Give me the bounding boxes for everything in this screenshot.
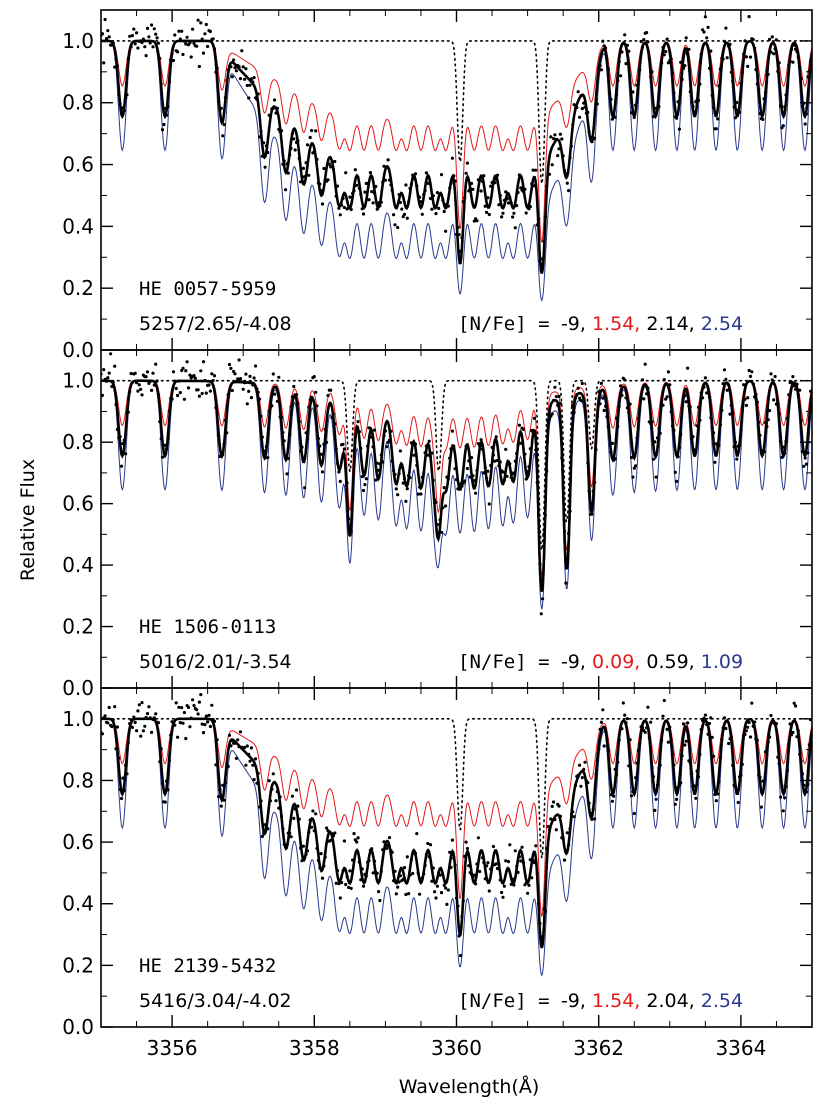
model-line-low xyxy=(101,718,812,917)
star-name: HE 2139-5432 xyxy=(139,955,276,977)
nfe-value: -9, xyxy=(561,990,592,1012)
y-tick-label: 1.0 xyxy=(62,707,94,731)
observed-points xyxy=(101,693,812,958)
nfe-value: 1.54, xyxy=(592,313,646,335)
observed-points xyxy=(101,352,812,616)
nfe-legend: [N/Fe] = -9, 0.09, 0.59, 1.09 xyxy=(458,651,743,673)
model-line-low xyxy=(101,40,812,243)
y-axis-title: Relative Flux xyxy=(17,459,39,581)
y-tick-label: 1.0 xyxy=(62,369,94,393)
y-tick-label: 0.6 xyxy=(62,492,94,516)
y-tick-label: 0.0 xyxy=(62,338,94,362)
y-tick-label: 0.2 xyxy=(62,276,94,300)
x-tick-label: 3360 xyxy=(431,1036,482,1060)
y-tick-label: 0.6 xyxy=(62,153,94,177)
spectrum-panel: 0.0 0.2 0.4 0.6 0.8 1.0 HE 0057-5959 5257/2.65/… xyxy=(62,9,813,362)
x-tick-label: 3356 xyxy=(147,1036,198,1060)
y-tick-label: 0.4 xyxy=(62,553,94,577)
y-tick-label: 0.8 xyxy=(62,768,94,792)
y-tick-label: 0.0 xyxy=(62,1015,94,1039)
y-tick-label: 0.8 xyxy=(62,91,94,115)
nfe-value: 1.09 xyxy=(701,651,743,673)
nfe-value: 2.54 xyxy=(701,313,743,335)
nfe-value: -9, xyxy=(561,313,592,335)
x-tick-label: 3364 xyxy=(715,1036,766,1060)
spectrum-panel: 0.0 0.2 0.4 0.6 0.8 1.0 HE 1506-0113 5016/2.01/… xyxy=(62,349,813,700)
nfe-value: -9, xyxy=(561,651,592,673)
nfe-value: 1.54, xyxy=(592,990,646,1012)
star-name: HE 0057-5959 xyxy=(139,278,276,300)
stellar-params: 5016/2.01/-3.54 xyxy=(139,651,292,673)
nfe-value: 0.59, xyxy=(646,651,700,673)
y-tick-label: 0.2 xyxy=(62,953,94,977)
nfe-legend: [N/Fe] = -9, 1.54, 2.14, 2.54 xyxy=(458,313,743,335)
y-tick-label: 0.4 xyxy=(62,892,94,916)
stellar-params: 5416/3.04/-4.02 xyxy=(139,990,292,1012)
model-line-low xyxy=(101,380,812,576)
x-tick-label: 3362 xyxy=(573,1036,624,1060)
model-line--9 xyxy=(101,40,812,184)
y-tick-label: 0.0 xyxy=(62,676,94,700)
model-line-high xyxy=(101,40,812,302)
y-tick-label: 1.0 xyxy=(62,29,94,53)
y-tick-label: 0.2 xyxy=(62,615,94,639)
model-line-high xyxy=(101,380,812,610)
y-tick-label: 0.6 xyxy=(62,830,94,854)
star-name: HE 1506-0113 xyxy=(139,616,276,638)
nfe-value: 2.14, xyxy=(646,313,700,335)
model-line-best xyxy=(101,379,812,592)
plot-area xyxy=(101,15,812,302)
x-tick-label: 3358 xyxy=(289,1036,340,1060)
model-line-high xyxy=(101,718,812,977)
nfe-value: 2.04, xyxy=(646,990,700,1012)
spectrum-panel: 0.0 0.2 0.4 0.6 0.8 1.0 3356 3358 3360 3362 3364 HE… xyxy=(62,687,813,1060)
y-tick-label: 0.4 xyxy=(62,214,94,238)
panels-group: 0.0 0.2 0.4 0.6 0.8 1.0 HE 0057-5959 5257/2.65/… xyxy=(62,9,813,1060)
model-line--9 xyxy=(101,718,812,859)
plot-area xyxy=(101,693,812,977)
stellar-params: 5257/2.65/-4.08 xyxy=(139,313,292,335)
nfe-legend: [N/Fe] = -9, 1.54, 2.04, 2.54 xyxy=(458,990,743,1012)
x-axis-title: Wavelength(Å) xyxy=(399,1075,540,1098)
observed-points xyxy=(101,15,812,266)
model-line-best xyxy=(101,717,812,949)
y-tick-label: 0.8 xyxy=(62,430,94,454)
plot-area xyxy=(101,352,812,616)
nfe-value: 0.09, xyxy=(592,651,646,673)
nfe-value: 2.54 xyxy=(701,990,743,1012)
